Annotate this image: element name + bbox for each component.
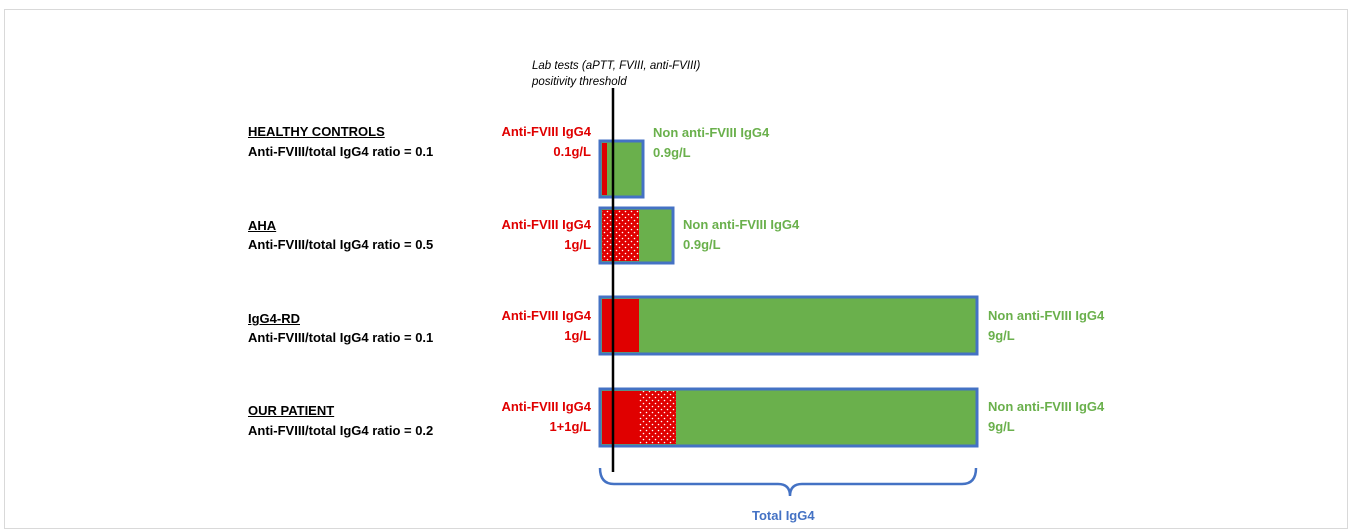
anti-label-text: Anti-FVIII IgG4	[501, 217, 591, 232]
patient-bar-border	[598, 387, 979, 448]
non-label-aha: Non anti-FVIII IgG4 0.9g/L	[683, 215, 799, 255]
anti-label-healthy: Anti-FVIII IgG4 0.1g/L	[501, 122, 591, 162]
threshold-label-line2: positivity threshold	[532, 76, 627, 88]
threshold-label: Lab tests (aPTT, FVIII, anti-FVIII) posi…	[532, 58, 700, 90]
healthy-anti-segment	[602, 143, 607, 195]
non-label-text: Non anti-FVIII IgG4	[683, 217, 800, 232]
group-title-aha: AHA	[248, 218, 277, 233]
anti-label-igg4rd: Anti-FVIII IgG4 1g/L	[501, 306, 591, 346]
anti-label-patient: Anti-FVIII IgG4 1+1g/L	[501, 397, 591, 437]
patient-anti-segment-solid	[602, 391, 639, 444]
anti-value-text: 1g/L	[564, 328, 591, 343]
aha-bar-border	[598, 206, 675, 265]
anti-label-text: Anti-FVIII IgG4	[501, 399, 591, 414]
our-patient-bar	[598, 387, 979, 448]
healthy-bar-border	[598, 139, 645, 199]
non-label-text: Non anti-FVIII IgG4	[988, 399, 1105, 414]
anti-label-text: Anti-FVIII IgG4	[501, 308, 591, 323]
igg4rd-bar-border	[598, 295, 979, 356]
non-label-healthy: Non anti-FVIII IgG4 0.9g/L	[653, 123, 769, 163]
non-value-text: 9g/L	[988, 328, 1015, 343]
group-title-igg4rd: IgG4-RD	[248, 311, 300, 326]
total-brace	[598, 467, 978, 497]
non-label-text: Non anti-FVIII IgG4	[653, 125, 770, 140]
non-value-text: 0.9g/L	[683, 237, 721, 252]
group-ratio-aha: Anti-FVIII/total IgG4 ratio = 0.5	[248, 237, 434, 252]
total-igg4-label: Total IgG4	[752, 508, 815, 523]
anti-value-text: 0.1g/L	[553, 144, 591, 159]
non-label-igg4rd: Non anti-FVIII IgG4 9g/L	[988, 306, 1104, 346]
group-ratio-healthy: Anti-FVIII/total IgG4 ratio = 0.1	[248, 144, 434, 159]
anti-value-text: 1g/L	[564, 237, 591, 252]
patient-anti-segment-dotted	[639, 391, 676, 444]
aha-anti-segment	[602, 210, 639, 261]
healthy-non-anti-segment	[600, 141, 643, 197]
anti-label-text: Anti-FVIII IgG4	[501, 124, 591, 139]
igg4rd-non-anti-segment	[600, 297, 977, 354]
non-value-text: 0.9g/L	[653, 145, 691, 160]
group-title-patient: OUR PATIENT	[248, 403, 335, 418]
igg4rd-anti-segment	[602, 299, 639, 352]
healthy-controls-bar	[598, 139, 645, 199]
non-label-patient: Non anti-FVIII IgG4 9g/L	[988, 397, 1104, 437]
group-ratio-patient: Anti-FVIII/total IgG4 ratio = 0.2	[248, 423, 434, 438]
non-value-text: 9g/L	[988, 419, 1015, 434]
anti-label-aha: Anti-FVIII IgG4 1g/L	[501, 215, 591, 255]
aha-bar	[598, 206, 675, 265]
group-title-healthy: HEALTHY CONTROLS	[248, 124, 385, 139]
threshold-label-line1: Lab tests (aPTT, FVIII, anti-FVIII)	[532, 60, 701, 72]
anti-value-text: 1+1g/L	[549, 419, 591, 434]
non-label-text: Non anti-FVIII IgG4	[988, 308, 1105, 323]
igg4rd-bar	[598, 295, 979, 356]
group-ratio-igg4rd: Anti-FVIII/total IgG4 ratio = 0.1	[248, 330, 434, 345]
